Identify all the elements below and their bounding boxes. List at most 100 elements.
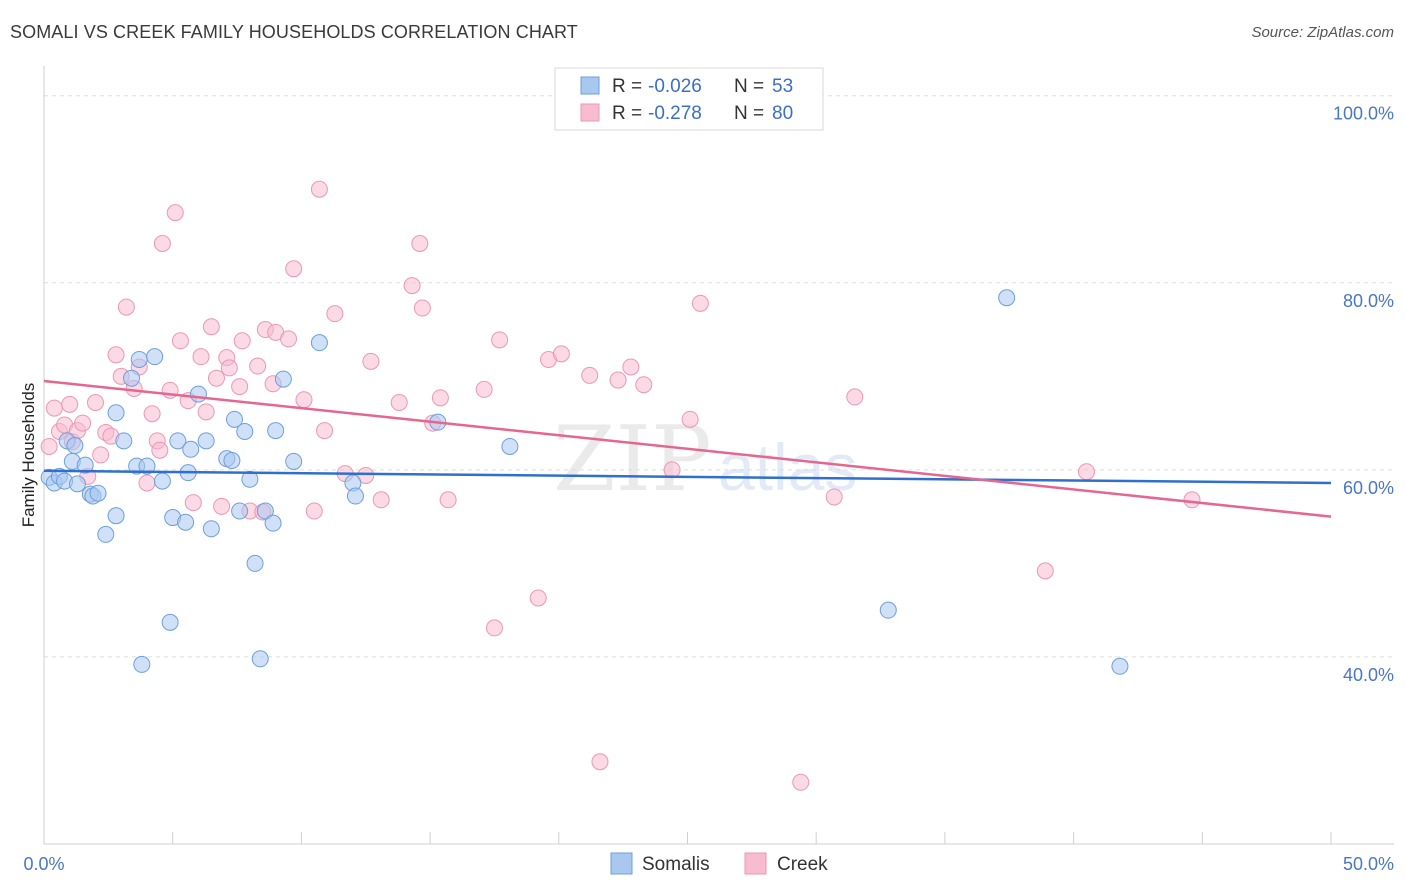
legend-r-value-2: -0.278: [648, 103, 702, 124]
point-creek: [171, 332, 189, 350]
point-creek: [846, 388, 864, 406]
point-somalis: [285, 452, 303, 470]
point-somalis: [998, 289, 1016, 307]
point-creek: [92, 446, 110, 464]
point-somalis: [182, 440, 200, 458]
watermark: ZIP atlas: [553, 407, 857, 512]
x-tick-label-start: 0.0%: [23, 854, 64, 874]
point-creek: [285, 260, 303, 278]
point-creek: [107, 346, 125, 364]
point-somalis: [146, 348, 164, 366]
point-somalis: [76, 456, 94, 474]
point-somalis: [169, 432, 187, 450]
point-creek: [691, 294, 709, 312]
point-somalis: [202, 520, 220, 538]
legend-box: R = -0.026 N = 53 R = -0.278 N = 80: [554, 67, 824, 131]
point-somalis: [501, 437, 519, 455]
point-creek: [792, 773, 810, 791]
y-tick-label: 100.0%: [1333, 104, 1394, 124]
legend-r-label-1: R =: [612, 76, 642, 97]
point-somalis: [246, 554, 264, 572]
point-creek: [202, 318, 220, 336]
point-somalis: [241, 470, 259, 488]
point-creek: [233, 332, 251, 350]
point-creek: [295, 391, 313, 409]
gridlines: [44, 95, 1394, 658]
point-creek: [390, 394, 408, 412]
y-tick-label: 60.0%: [1343, 478, 1394, 498]
point-creek: [280, 330, 298, 348]
point-creek: [439, 491, 457, 509]
y-axis-title: Family Households: [19, 383, 38, 528]
point-creek: [609, 371, 627, 389]
point-creek: [117, 298, 135, 316]
legend-n-label-2: N =: [734, 103, 764, 124]
point-somalis: [264, 514, 282, 532]
point-creek: [220, 359, 238, 377]
bottom-legend-swatch-somalis: [610, 852, 633, 875]
point-somalis: [256, 502, 274, 520]
point-creek: [581, 366, 599, 384]
point-creek: [138, 474, 156, 492]
point-creek: [635, 376, 653, 394]
y-tick-label: 80.0%: [1343, 291, 1394, 311]
trend-line-somalis: [43, 469, 1332, 485]
point-creek: [61, 395, 79, 413]
point-somalis: [346, 487, 364, 505]
point-creek: [310, 180, 328, 198]
point-creek: [591, 753, 609, 771]
point-somalis: [177, 513, 195, 531]
point-creek: [207, 369, 225, 387]
point-creek: [1077, 463, 1095, 481]
point-creek: [681, 410, 699, 428]
point-creek: [153, 234, 171, 252]
point-creek: [552, 345, 570, 363]
legend-n-label-1: N =: [734, 76, 764, 97]
point-somalis: [107, 507, 125, 525]
point-somalis: [1111, 657, 1129, 675]
legend-r-value-1: -0.026: [648, 76, 702, 97]
point-somalis: [97, 525, 115, 543]
point-creek: [1036, 562, 1054, 580]
point-somalis: [153, 472, 171, 490]
point-somalis: [236, 423, 254, 441]
point-somalis: [197, 432, 215, 450]
y-tick-label: 40.0%: [1343, 665, 1394, 685]
bottom-legend-label-somalis: Somalis: [642, 854, 710, 875]
point-somalis: [189, 385, 207, 403]
x-tick-labels: 0.0% 50.0%: [23, 854, 1394, 874]
point-creek: [475, 380, 493, 398]
point-somalis: [161, 613, 179, 631]
point-somalis: [879, 601, 897, 619]
point-somalis: [274, 370, 292, 388]
point-creek: [362, 352, 380, 370]
point-creek: [45, 399, 63, 417]
legend-swatch-somalis: [580, 76, 600, 95]
point-creek: [403, 277, 421, 295]
point-creek: [213, 497, 231, 515]
chart-title: SOMALI VS CREEK FAMILY HOUSEHOLDS CORREL…: [10, 22, 578, 42]
legend-swatch-creek: [580, 103, 600, 122]
point-creek: [197, 403, 215, 421]
point-somalis: [107, 404, 125, 422]
point-somalis: [115, 432, 133, 450]
bottom-legend-swatch-creek: [744, 852, 767, 875]
point-creek: [40, 437, 58, 455]
point-somalis: [130, 350, 148, 368]
point-somalis: [251, 650, 269, 668]
point-creek: [413, 299, 431, 317]
point-somalis: [310, 334, 328, 352]
point-creek: [1183, 491, 1201, 509]
point-creek: [357, 466, 375, 484]
data-points: [40, 180, 1201, 791]
point-somalis: [66, 437, 84, 455]
point-creek: [184, 494, 202, 512]
bottom-legend-label-creek: Creek: [777, 854, 828, 875]
point-somalis: [223, 452, 241, 469]
point-creek: [485, 619, 503, 637]
point-somalis: [231, 502, 249, 520]
point-creek: [326, 305, 344, 323]
axes: [43, 66, 1394, 845]
point-creek: [231, 378, 249, 396]
